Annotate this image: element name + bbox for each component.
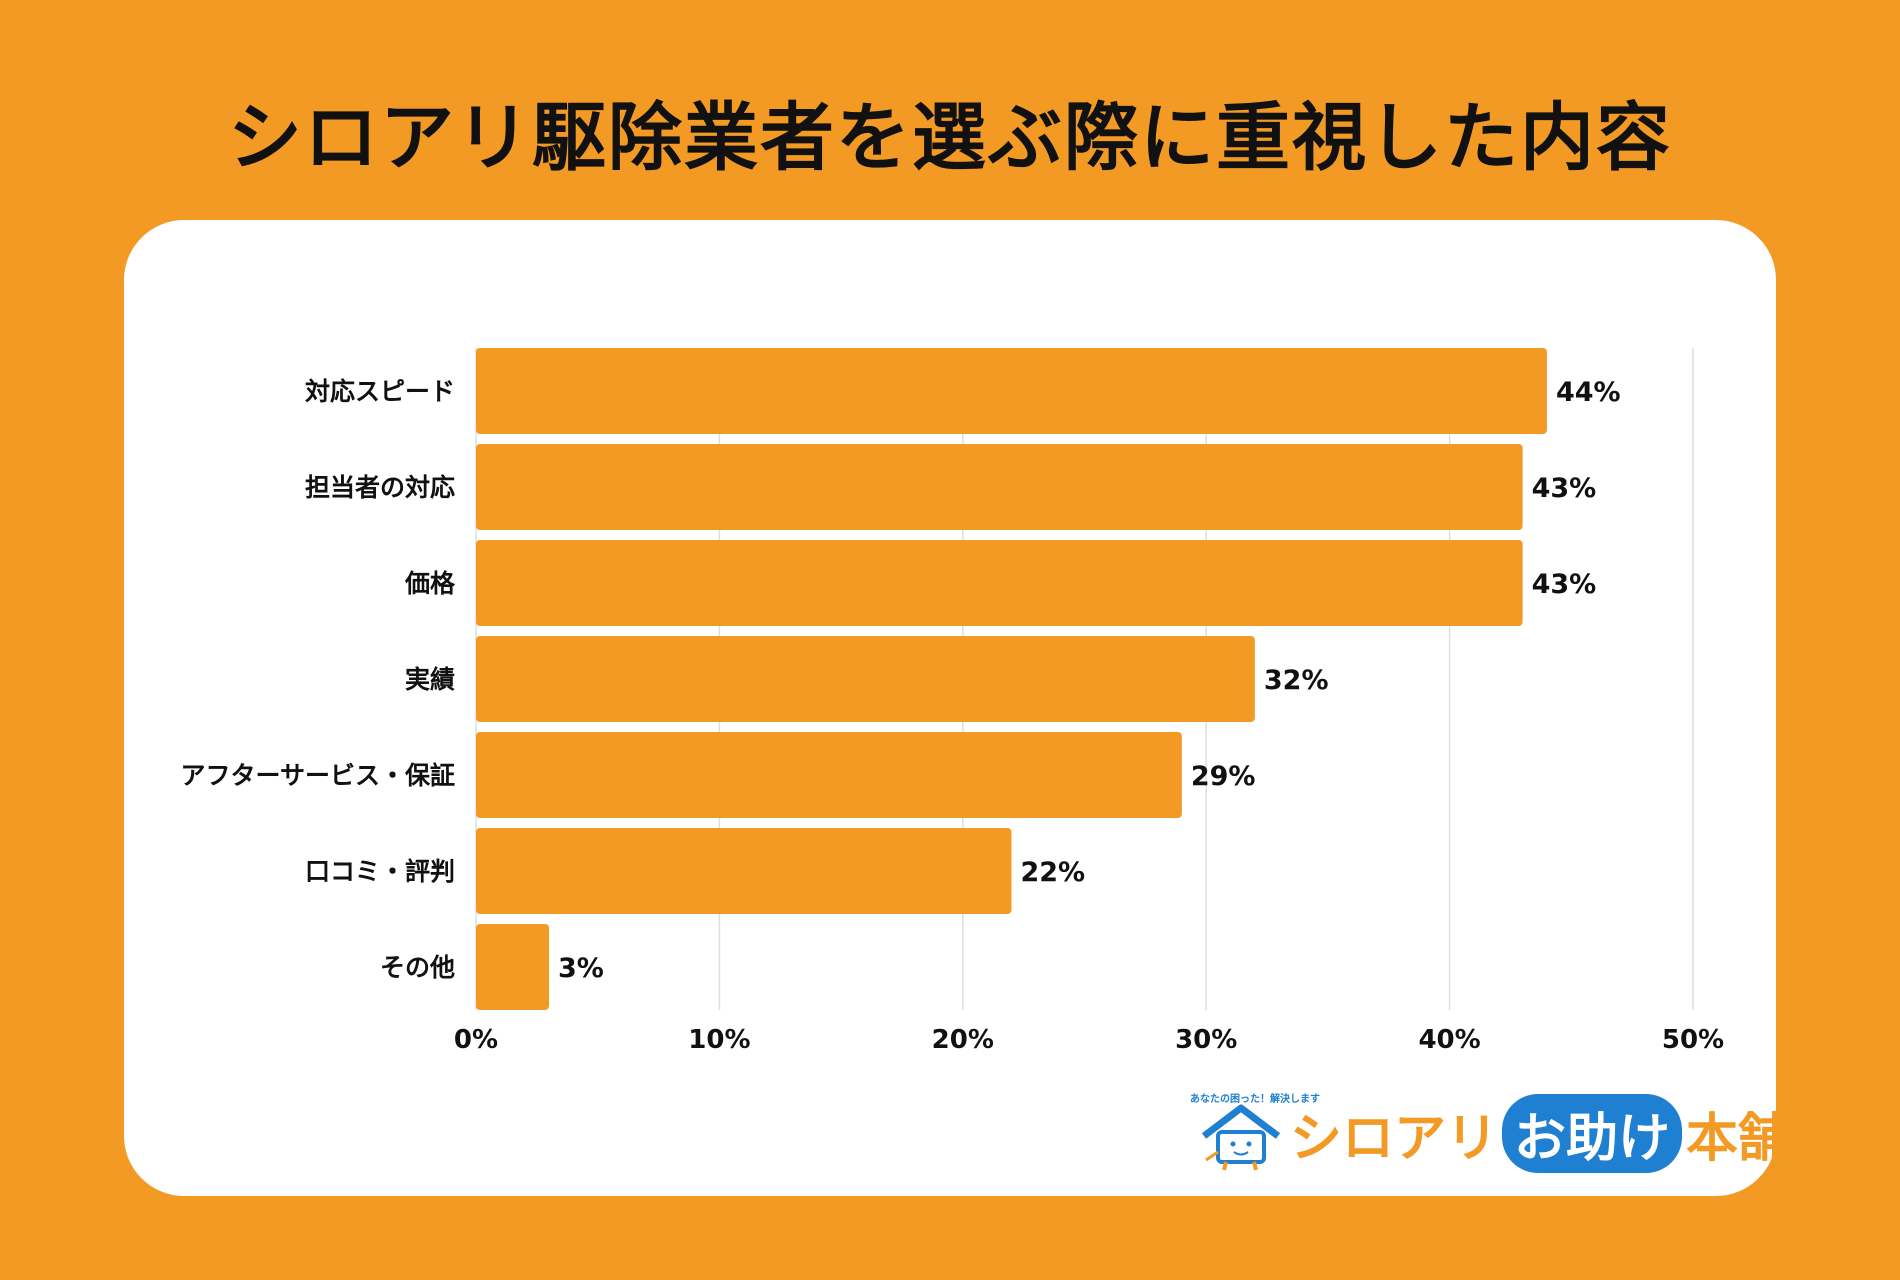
logo-name-part2: お助け — [1502, 1094, 1683, 1173]
value-label: 32% — [1264, 665, 1329, 696]
logo-name-part3: 本舗 — [1686, 1109, 1791, 1169]
bar — [476, 732, 1182, 818]
x-tick-label: 0% — [454, 1025, 498, 1055]
bar — [476, 924, 550, 1010]
bar — [476, 348, 1547, 434]
category-label: 実績 — [405, 665, 455, 694]
bar — [476, 540, 1523, 626]
x-tick-label: 40% — [1418, 1025, 1480, 1055]
x-tick-label: 50% — [1662, 1025, 1724, 1055]
x-tick-label: 10% — [688, 1025, 750, 1055]
bar — [476, 636, 1255, 722]
x-tick-label: 30% — [1175, 1025, 1237, 1055]
bar — [476, 444, 1523, 530]
category-label: その他 — [380, 953, 455, 982]
category-label: 対応スピード — [305, 377, 455, 406]
bar — [476, 828, 1012, 914]
value-label: 43% — [1532, 569, 1597, 600]
house-mascot-icon — [1201, 1104, 1281, 1171]
category-label: 担当者の対応 — [305, 473, 455, 502]
page-title: シロアリ駆除業者を選ぶ際に重視した内容 — [228, 95, 1672, 181]
value-label: 44% — [1556, 377, 1621, 408]
logo-wordmark: シロアリ お助け 本舗 — [1290, 1094, 1790, 1173]
category-label: 口コミ・評判 — [305, 857, 455, 886]
value-label: 3% — [558, 953, 604, 984]
brand-logo: あなたの困った！解決します シロアリ お助け 本舗 — [1190, 1090, 1790, 1173]
value-label: 43% — [1532, 473, 1597, 504]
value-label: 29% — [1191, 761, 1256, 792]
logo-name-part1: シロアリ — [1290, 1109, 1499, 1169]
logo-tagline: あなたの困った！解決します — [1190, 1094, 1320, 1105]
category-label: アフターサービス・保証 — [180, 761, 455, 790]
category-label: 価格 — [404, 569, 456, 598]
value-label: 22% — [1020, 857, 1085, 888]
x-tick-label: 20% — [932, 1025, 994, 1055]
